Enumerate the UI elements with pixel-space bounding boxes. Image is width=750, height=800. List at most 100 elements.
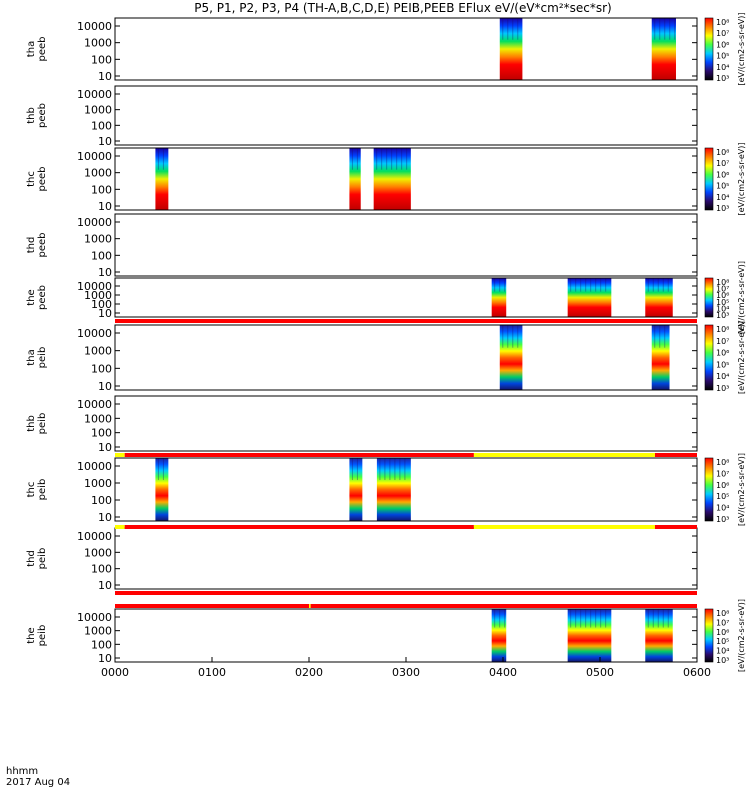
- colorbar-tick-label: 10⁷: [716, 618, 729, 627]
- mode-bar-segment: [310, 604, 697, 608]
- y-tick-label: 100: [91, 427, 112, 440]
- colorbar-tick-label: 10⁵: [716, 637, 729, 646]
- colorbar-tick-label: 10⁴: [716, 63, 729, 72]
- spectrogram-block: [376, 458, 411, 521]
- y-tick-label: 1000: [84, 625, 112, 638]
- spectrogram-block: [491, 609, 507, 662]
- y-tick-label: 10: [98, 70, 112, 83]
- panel-label: thcpeib: [26, 479, 48, 501]
- mode-bar: [115, 319, 697, 323]
- x-tick-label: 0300: [392, 666, 420, 679]
- spectrogram-block: [567, 278, 612, 317]
- spectrogram-block: [349, 458, 363, 521]
- y-tick-label: 10000: [77, 88, 112, 101]
- y-tick-label: 10000: [77, 327, 112, 340]
- panel-thc-peeb: 10 100 1000 10000 thcpeeb 10³ 10⁴ 10⁵ 10⁶ 10⁷ 10⁸ […: [26, 142, 746, 215]
- spectrogram-block: [155, 458, 169, 521]
- colorbar-tick-label: 10⁷: [716, 285, 729, 294]
- y-tick-label: 100: [91, 638, 112, 651]
- colorbar-tick-label: 10⁶: [716, 170, 729, 179]
- colorbar-tick-label: 10³: [716, 74, 729, 83]
- colorbar-unit-label: [eV/(cm2-s-sr-eV)]: [737, 142, 746, 215]
- mode-bar-segment: [654, 453, 697, 457]
- colorbar-tick-label: 10⁸: [716, 148, 729, 157]
- panel-frame: [114, 457, 698, 522]
- colorbar-tick-label: 10⁶: [716, 40, 729, 49]
- panel-thd-peib: 10 100 1000 10000 thdpeib: [26, 527, 698, 592]
- mode-bar-segment: [115, 604, 309, 608]
- spectrogram-block: [491, 278, 507, 317]
- panel-label-probe: thc: [26, 171, 37, 187]
- panel-label-product: peeb: [37, 233, 48, 258]
- panel-frame: [114, 213, 698, 277]
- mode-bar: [115, 453, 697, 457]
- y-tick-label: 10: [98, 200, 112, 213]
- panel-frame: [114, 324, 698, 391]
- colorbar-tick-label: 10⁵: [716, 52, 729, 61]
- panel-label: thepeib: [26, 625, 48, 647]
- colorbar-tick-label: 10⁷: [716, 29, 729, 38]
- x-axis-label-hhmm: hhmm: [6, 766, 38, 777]
- mode-bar-segment: [115, 591, 697, 595]
- y-tick-label: 10000: [77, 216, 112, 229]
- y-tick-label: 1000: [84, 233, 112, 246]
- y-tick-label: 10: [98, 380, 112, 393]
- panel-label: thbpeeb: [26, 103, 48, 128]
- mode-bar-segment: [654, 525, 697, 529]
- y-tick-label: 10: [98, 652, 112, 665]
- colorbar-tick-label: 10³: [716, 656, 729, 665]
- y-tick-label: 1000: [84, 289, 112, 302]
- panel-label-probe: thb: [26, 107, 37, 124]
- x-tick-label: 0000: [101, 666, 129, 679]
- x-tick-label: 0400: [489, 666, 517, 679]
- panel-label-probe: thc: [26, 482, 37, 498]
- colorbar: [704, 324, 714, 391]
- panel-label-product: peib: [37, 548, 48, 570]
- spectrogram-block: [567, 609, 612, 662]
- y-tick-label: 10: [98, 441, 112, 454]
- colorbar-tick-label: 10⁸: [716, 278, 729, 287]
- spectrogram-block: [645, 609, 673, 662]
- y-tick-label: 100: [91, 494, 112, 507]
- y-tick-label: 10000: [77, 398, 112, 411]
- y-tick-label: 10: [98, 511, 112, 524]
- y-tick-label: 10: [98, 307, 112, 320]
- colorbar-tick-label: 10⁵: [716, 182, 729, 191]
- y-tick-label: 100: [91, 53, 112, 66]
- y-tick-label: 100: [91, 362, 112, 375]
- panel-label: thapeib: [26, 347, 48, 369]
- colorbar-unit-label: [eV/(cm2-s-sr-eV)]: [737, 453, 746, 526]
- panel-label: thbpeib: [26, 413, 48, 435]
- colorbar-unit-label: [eV/(cm2-s-sr-eV)]: [737, 261, 746, 334]
- mode-bar-segment: [115, 525, 125, 529]
- spectrogram-block: [349, 148, 361, 210]
- panel-tha-peeb: 10 100 1000 10000 thapeeb 10³ 10⁴ 10⁵ 10⁶ 10⁷ 10⁸ […: [26, 12, 746, 85]
- spectrogram-block: [645, 278, 673, 317]
- panel-label: thdpeeb: [26, 233, 48, 258]
- y-tick-label: 1000: [84, 345, 112, 358]
- mode-bar-segment: [115, 453, 125, 457]
- y-tick-label: 100: [91, 183, 112, 196]
- panel-label-probe: the: [26, 627, 37, 643]
- panel-frame: [114, 527, 698, 590]
- panel-thd-peeb: 10 100 1000 10000 thdpeeb: [26, 213, 698, 279]
- panel-frame: [114, 85, 698, 146]
- colorbar-tick-label: 10⁸: [716, 609, 729, 618]
- y-tick-label: 1000: [84, 104, 112, 117]
- y-tick-label: 1000: [84, 477, 112, 490]
- panel-label: thdpeib: [26, 548, 48, 570]
- y-tick-label: 10000: [77, 611, 112, 624]
- panel-label-product: peeb: [37, 103, 48, 128]
- chart-title: P5, P1, P2, P3, P4 (TH-A,B,C,D,E) PEIB,P…: [194, 1, 611, 15]
- colorbar: [704, 457, 714, 522]
- colorbar-tick-label: 10³: [716, 311, 729, 320]
- x-tick-label: 0100: [198, 666, 226, 679]
- mode-bar: [115, 525, 697, 529]
- panel-label-probe: thb: [26, 415, 37, 432]
- panel-label-product: peib: [37, 347, 48, 369]
- colorbar-unit-label: [eV/(cm2-s-sr-eV)]: [737, 321, 746, 394]
- panel-label-probe: tha: [26, 41, 37, 57]
- colorbar-tick-label: 10⁷: [716, 469, 729, 478]
